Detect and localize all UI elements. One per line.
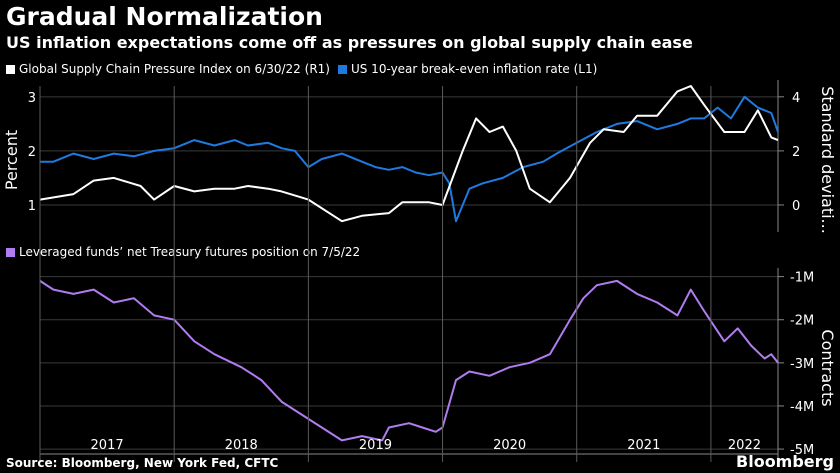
y-left-tick: 2 xyxy=(28,145,36,160)
series-line-breakeven xyxy=(40,95,779,223)
legend-label-supply-chain: Global Supply Chain Pressure Index on 6/… xyxy=(19,62,330,76)
chart-title: Gradual Normalization xyxy=(6,2,323,31)
y-right-tick-bottom: -2M xyxy=(790,314,814,329)
y-left-tick: 3 xyxy=(28,91,36,106)
legend-swatch-blue xyxy=(337,64,347,74)
y-right-label: Standard deviati... xyxy=(818,86,837,234)
legend-swatch-white xyxy=(6,64,15,74)
y-right-tick-bottom: -4M xyxy=(790,400,814,415)
y-right-tick: 2 xyxy=(792,145,800,160)
series-line-treasury xyxy=(39,279,779,442)
bloomberg-logo: Bloomberg xyxy=(736,452,834,471)
source-note: Source: Bloomberg, New York Fed, CFTC xyxy=(6,456,279,470)
legend-top: Global Supply Chain Pressure Index on 6/… xyxy=(6,62,597,76)
y-right-tick-bottom: -5M xyxy=(790,443,814,458)
legend-swatch-purple xyxy=(6,247,15,257)
x-tick-label: 2020 xyxy=(493,438,526,453)
x-tick-label: 2019 xyxy=(359,438,392,453)
x-tick-label: 2017 xyxy=(91,438,124,453)
legend-bottom: Leveraged funds’ net Treasury futures po… xyxy=(6,245,360,259)
y-left-label: Percent xyxy=(2,130,21,190)
y-right-tick-bottom: -3M xyxy=(790,357,814,372)
x-tick-label: 2022 xyxy=(728,438,761,453)
x-tick-label: 2021 xyxy=(627,438,660,453)
y-left-tick: 1 xyxy=(28,199,36,214)
legend-label-breakeven: US 10-year break-even inflation rate (L1… xyxy=(350,62,598,76)
legend-label-treasury: Leveraged funds’ net Treasury futures po… xyxy=(19,245,361,259)
y-right-tick: 0 xyxy=(792,199,800,214)
chart-subtitle: US inflation expectations come off as pr… xyxy=(6,33,693,52)
y-right-tick: 4 xyxy=(792,91,800,106)
y-right-tick-bottom: -1M xyxy=(790,271,814,286)
x-tick-label: 2018 xyxy=(225,438,258,453)
y-right-label-bottom: Contracts xyxy=(818,329,837,406)
series-line-supply-chain xyxy=(39,85,779,223)
